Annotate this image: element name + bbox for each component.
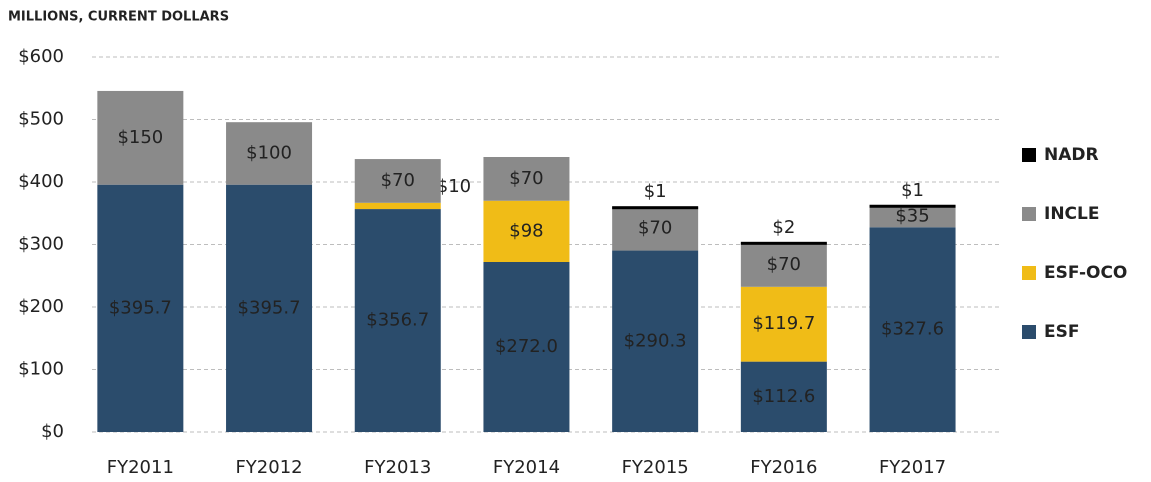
bar-segment — [740, 243, 827, 287]
legend-label: NADR — [1044, 145, 1099, 165]
bar-segment — [612, 206, 699, 251]
value-label: $70 — [638, 218, 672, 239]
y-tick-label: $600 — [18, 46, 64, 67]
bar-segment — [354, 202, 441, 210]
bar-segment — [869, 205, 956, 228]
value-label: $290.3 — [624, 330, 687, 351]
value-label: $327.6 — [881, 319, 944, 340]
bar-segment — [869, 227, 956, 432]
bar-segment — [740, 286, 827, 362]
y-tick-label: $300 — [18, 234, 64, 255]
value-label: $98 — [509, 220, 543, 241]
x-tick-label: FY2012 — [235, 457, 302, 478]
legend-swatch — [1022, 266, 1036, 280]
x-tick-label: FY2013 — [364, 457, 431, 478]
value-label: $100 — [246, 142, 292, 163]
legend-swatch — [1022, 207, 1036, 221]
bar-segment — [740, 361, 827, 432]
bar-segment — [354, 159, 441, 203]
bar-segment — [483, 200, 570, 262]
value-label: $1 — [644, 181, 667, 202]
value-label: $70 — [767, 254, 801, 275]
x-tick-label: FY2017 — [879, 457, 946, 478]
y-tick-label: $100 — [18, 359, 64, 380]
bar-segment — [612, 206, 699, 210]
x-tick-label: FY2014 — [493, 457, 560, 478]
bar-segment — [354, 209, 441, 432]
bar-segment — [97, 184, 184, 432]
value-label: $272.0 — [495, 336, 558, 357]
legend-swatch — [1022, 325, 1036, 339]
value-label: $1 — [901, 180, 924, 201]
chart-title: MILLIONS, CURRENT DOLLARS — [8, 10, 229, 25]
x-tick-label: FY2015 — [622, 457, 689, 478]
legend-label: INCLE — [1044, 204, 1099, 224]
value-label: $2 — [772, 217, 795, 238]
bar-segment — [226, 122, 313, 185]
y-tick-label: $200 — [18, 296, 64, 317]
legend-label: ESF-OCO — [1044, 263, 1127, 283]
value-label: $119.7 — [752, 313, 815, 334]
value-label: $112.6 — [752, 386, 815, 407]
x-tick-label: FY2011 — [107, 457, 174, 478]
value-label: $35 — [895, 205, 929, 226]
legend-swatch — [1022, 148, 1036, 162]
value-label: $10 — [437, 176, 471, 197]
y-tick-label: $400 — [18, 171, 64, 192]
value-label: $395.7 — [238, 297, 301, 318]
bar-segment — [740, 241, 827, 245]
bar-segment — [869, 204, 956, 208]
value-label: $150 — [117, 127, 163, 148]
bar-segment — [97, 90, 184, 185]
bar-segment — [483, 157, 570, 201]
bar-segment — [612, 250, 699, 432]
value-label: $395.7 — [109, 297, 172, 318]
value-label: $70 — [381, 170, 415, 191]
y-tick-label: $0 — [41, 421, 64, 442]
x-tick-label: FY2016 — [750, 457, 817, 478]
bar-segment — [226, 184, 313, 432]
y-tick-label: $500 — [18, 109, 64, 130]
bar-segment — [483, 262, 570, 432]
value-label: $70 — [509, 168, 543, 189]
value-label: $356.7 — [366, 310, 429, 331]
legend-label: ESF — [1044, 322, 1079, 342]
